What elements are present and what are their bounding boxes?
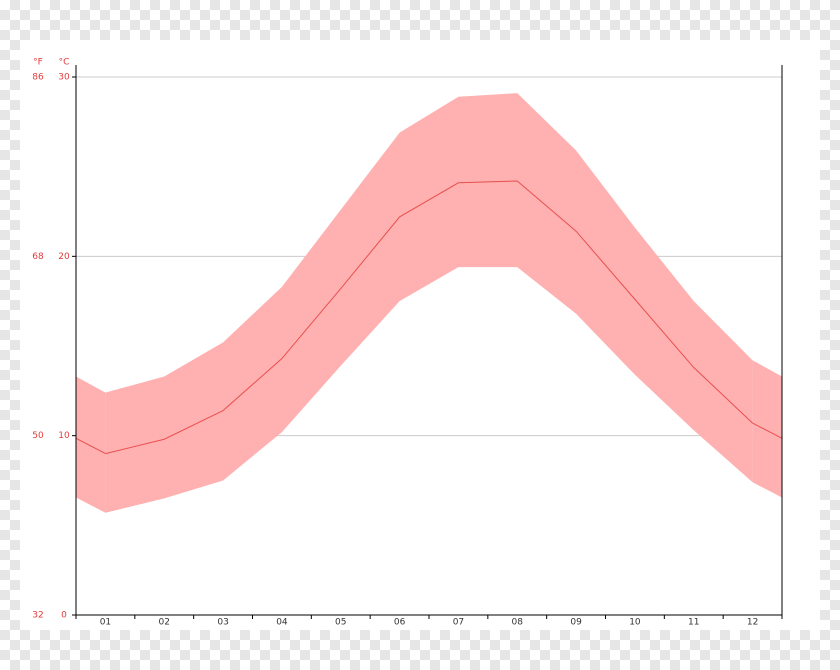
y-tick-label: 20 [58,252,70,262]
line [105,180,753,455]
y-tick-label: 10 [58,431,70,441]
y2-tick-label: 50 [32,431,44,441]
y2-tick-label: 32 [32,611,43,621]
x-tick-label: 04 [276,618,288,628]
line-wrap [75,437,106,455]
range-band-wrap [76,376,106,513]
y-tick-label: 0 [61,611,67,621]
x-tick-label: 12 [747,618,758,628]
x-tick-label: 08 [512,618,524,628]
y2-axis-label: °F [33,58,43,68]
x-tick-label: 03 [217,618,228,628]
range-band-wrap [752,360,782,498]
range-band [105,93,753,513]
x-tick-label: 11 [688,618,699,628]
x-tick-label: 09 [570,618,582,628]
x-tick-label: 07 [453,618,464,628]
line-wrap [752,422,783,439]
y2-tick-label: 68 [32,252,44,262]
y-axis-label: °C [59,58,70,68]
x-tick-label: 02 [159,618,170,628]
x-tick-label: 06 [394,618,406,628]
x-tick-label: 05 [335,618,346,628]
y-tick-label: 30 [58,73,70,83]
x-tick-label: 01 [100,618,111,628]
x-tick-label: 10 [629,618,641,628]
y2-tick-label: 86 [32,73,44,83]
